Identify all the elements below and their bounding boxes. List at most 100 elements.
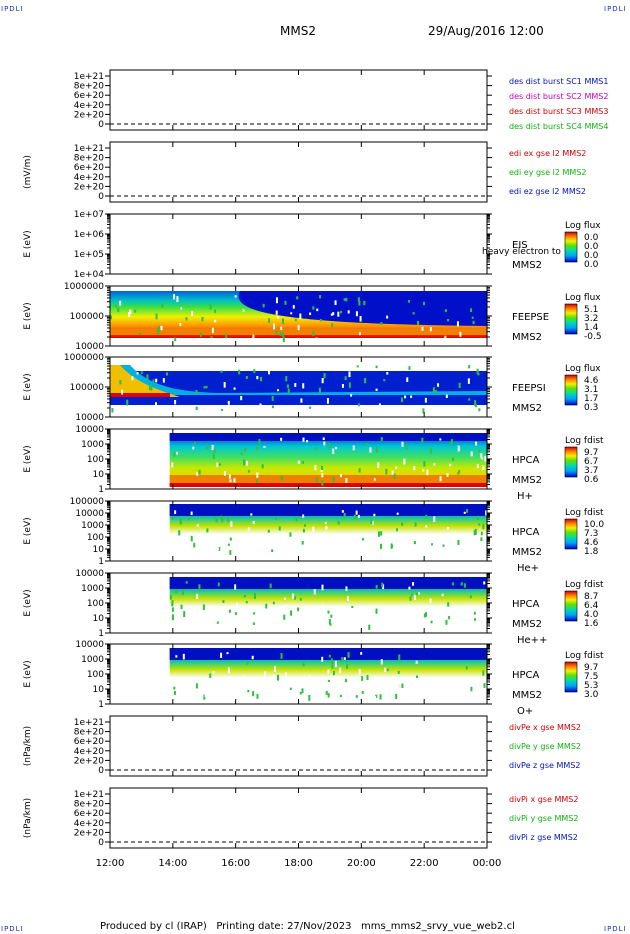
spectrogram-speckle [355, 510, 358, 515]
spectrogram-speckle [227, 543, 230, 546]
spectrogram-speckle [293, 596, 296, 600]
spectrogram-speckle [177, 545, 180, 549]
spectrogram-speckle [157, 328, 160, 335]
feeps-e-low-band [110, 329, 487, 335]
spectrogram-speckle [207, 445, 210, 449]
spectrogram-speckle [396, 512, 399, 515]
spectrogram-speckle [366, 443, 369, 446]
corner-label-bottom-right: IPDLI [604, 925, 627, 933]
spectrogram-speckle [478, 523, 481, 526]
legend-entry: edi ez gse l2 MMS2 [509, 187, 586, 196]
spectrogram-speckle [441, 593, 444, 597]
y-tick-label: 10000 [75, 425, 104, 435]
spectrogram-speckle [348, 382, 351, 388]
colorbar-title: Log fdist [565, 508, 604, 518]
spectrogram-speckle [315, 477, 318, 483]
spectrogram-speckle [265, 603, 268, 609]
spectrogram-speckle [242, 309, 245, 312]
time-axis: 12:00 14:00 16:00 18:00 20:00 22:00 00:00 [96, 858, 502, 869]
spacecraft-label: MMS2 [512, 475, 542, 486]
spectrogram-speckle [439, 682, 442, 686]
spectrogram-speckle [160, 325, 163, 331]
panel-eis: 1e+04 1e+05 1e+06 1e+07 E (eV) EIS MMS2 heavy e… [23, 210, 601, 280]
spectrogram-speckle [205, 385, 208, 389]
spectrogram-speckle [332, 312, 335, 316]
spectrogram-speckle [398, 654, 401, 661]
spectrogram-speckle [195, 389, 198, 395]
spectrogram-speckle [278, 526, 281, 531]
spectrogram-speckle [439, 438, 442, 441]
spectrogram-speckle [218, 547, 221, 551]
spectrogram-speckle [375, 608, 378, 614]
spectrogram-speckle [216, 462, 219, 467]
y-axis-label: E (eV) [23, 517, 33, 544]
spectrogram-speckle [308, 694, 311, 701]
y-tick-label: 1000000 [64, 353, 104, 363]
spectrogram-speckle [463, 511, 466, 514]
spectrogram-speckle [327, 679, 330, 683]
spectrogram-speckle [277, 389, 280, 392]
spectrogram-speckle [190, 511, 193, 516]
spectrogram-speckle [330, 313, 333, 316]
spectrogram-speckle [209, 304, 212, 310]
spectrogram-speckle [148, 384, 151, 390]
colorbar-title: Log fdist [565, 580, 604, 590]
spectrogram-speckle [390, 543, 393, 549]
spectrogram-speckle [334, 300, 337, 306]
spectrogram-speckle [286, 384, 289, 388]
spectrogram-speckle [436, 535, 439, 540]
spectrogram-speckle [165, 372, 168, 376]
spacecraft-label: MMS2 [512, 619, 542, 630]
colorbar-tick: 0.0 [584, 242, 599, 252]
spectrogram-speckle [357, 297, 360, 302]
panel-hpca-h: 1 10 100 1000 10000 E (eV) HPCA MMS2 H+ Log fdist… [23, 425, 604, 502]
y-tick-label: 10000 [75, 640, 104, 650]
spectrogram-speckle [175, 451, 178, 455]
spectrogram-speckle [358, 300, 361, 306]
instrument-label: HPCA [512, 455, 540, 466]
spectrogram-speckle [179, 322, 182, 326]
spectrogram-speckle [328, 618, 331, 625]
spacecraft-label: MMS2 [512, 332, 542, 343]
corner-label-top-right: IPDLI [604, 5, 627, 13]
spectrogram-speckle [467, 378, 470, 384]
spectrogram-speckle [408, 300, 411, 303]
spectrogram-speckle [302, 528, 305, 533]
x-tick-label: 14:00 [158, 858, 187, 869]
spectrogram-speckle [321, 480, 324, 486]
spectrogram-speckle [252, 691, 255, 697]
spectrogram-speckle [292, 593, 295, 599]
spectrogram-speckle [321, 604, 324, 608]
spectrogram-speckle [362, 365, 365, 368]
spectrogram-speckle [470, 451, 473, 457]
spectrogram-speckle [422, 301, 425, 306]
spectrogram-speckle [366, 674, 369, 681]
spectrogram-speckle [415, 675, 418, 679]
spectrogram-speckle [351, 605, 354, 609]
colorbar-title: Log flux [565, 364, 601, 374]
spectrogram-speckle [439, 476, 442, 482]
spectrogram-speckle [221, 408, 224, 411]
spectrogram-speckle [313, 589, 316, 595]
spectrogram-speckle [375, 584, 378, 589]
y-tick-label: 1000 [81, 655, 104, 665]
spectrogram-speckle [201, 316, 204, 322]
spectrogram-speckle [484, 550, 487, 555]
legend-entry: divPe z gse MMS2 [509, 761, 580, 770]
spectrogram-speckle [321, 584, 324, 591]
y-tick-label: 1e+06 [74, 230, 105, 240]
spectrogram-speckle [459, 331, 462, 337]
spectrogram-speckle [315, 447, 318, 451]
spectrogram-speckle [155, 402, 158, 408]
spectrogram-speckle [368, 624, 371, 630]
colorbar-tick: 3.2 [584, 314, 598, 324]
hpca-h-top-band [169, 433, 488, 441]
spectrogram-speckle [449, 463, 452, 467]
spectrogram-speckle [121, 389, 124, 395]
spectrogram-speckle [209, 673, 212, 678]
spectrogram-speckle [208, 692, 211, 696]
spectrogram-speckle [377, 531, 380, 537]
y-tick-label: 10 [93, 470, 105, 480]
spectrogram-speckle [477, 546, 480, 549]
spectrogram-speckle [173, 686, 176, 690]
